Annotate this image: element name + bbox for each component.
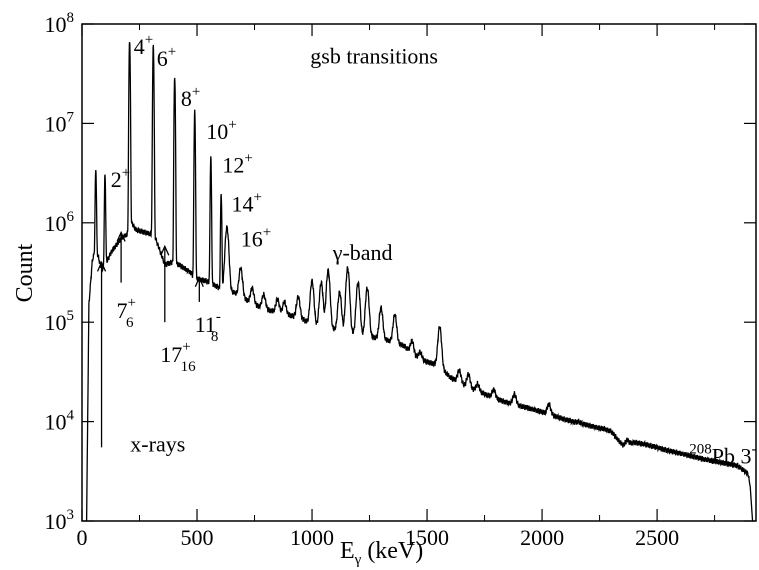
- arrow-label: 17+ 16: [160, 339, 196, 375]
- peak-label: 2+: [111, 165, 130, 192]
- x-tick-label: 1500: [405, 525, 449, 550]
- y-tick-label: 106: [45, 209, 75, 236]
- arrow-label: 11-8: [195, 309, 221, 345]
- arrow-head: [116, 230, 126, 242]
- annotation-pb: 208Pb 3-: [689, 441, 756, 468]
- peak-label: 16+: [241, 224, 271, 251]
- arrow-head: [96, 260, 107, 272]
- annotation-gsb: gsb transitions: [310, 44, 438, 69]
- x-tick-label: 2000: [520, 525, 564, 550]
- annotation-x-rays: x-rays: [130, 432, 185, 457]
- y-tick-label: 107: [45, 109, 75, 136]
- x-tick-label: 2500: [635, 525, 679, 550]
- y-tick-label: 108: [45, 10, 75, 37]
- peak-label: 6+: [157, 44, 176, 71]
- spectrum-line: [85, 42, 754, 521]
- x-tick-label: 500: [181, 525, 214, 550]
- y-axis-title: Count: [12, 243, 38, 302]
- peak-label: 14+: [232, 189, 262, 216]
- x-axis-title: Eγ (keV): [340, 538, 423, 568]
- x-tick-label: 1000: [290, 525, 334, 550]
- y-tick-label: 104: [45, 408, 75, 435]
- tick-labels: 0 500 1000 1500 2000 2500 103 104 105 106 107 108: [45, 10, 680, 550]
- annotation-gamma-band: γ-band: [332, 240, 393, 265]
- peak-label: 8+: [181, 84, 200, 111]
- annotations: gsb transitions γ-band x-rays 208Pb 3- 2+ 4+6…: [96, 32, 757, 468]
- plot-frame: [81, 23, 757, 522]
- y-tick-label: 103: [45, 507, 75, 534]
- peak-label: 10+: [206, 117, 236, 144]
- peak-label: 4+: [134, 32, 153, 59]
- peak-label: 12+: [222, 151, 252, 178]
- series-group: [85, 42, 754, 521]
- y-tick-label: 105: [45, 308, 75, 335]
- arrow-head: [194, 276, 204, 288]
- x-tick-label: 0: [77, 525, 88, 550]
- arrow-head: [160, 244, 170, 256]
- arrow-label: 7+ 6: [117, 295, 136, 331]
